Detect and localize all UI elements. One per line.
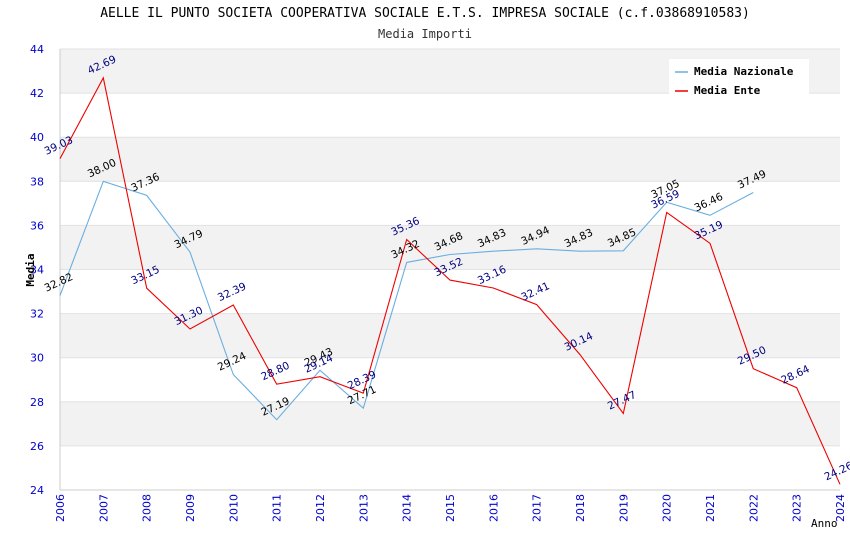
y-tick-label: 24: [30, 484, 44, 497]
data-label: 32.82: [43, 271, 75, 295]
x-tick-label: 2012: [314, 494, 327, 522]
y-axis-ticks: 24 26 28 30 32 34 36 38 40 42 44: [30, 43, 44, 497]
x-tick-label: 2023: [791, 494, 804, 522]
y-tick-label: 40: [30, 131, 44, 144]
x-tick-label: 2006: [54, 494, 67, 522]
y-tick-label: 32: [30, 308, 44, 321]
y-tick-label: 26: [30, 440, 44, 453]
x-tick-label: 2008: [141, 494, 154, 522]
x-tick-label: 2018: [574, 494, 587, 522]
x-tick-label: 2024: [834, 494, 847, 522]
data-label: 32.39: [216, 280, 248, 304]
x-tick-label: 2022: [747, 494, 760, 522]
x-tick-label: 2013: [357, 494, 370, 522]
y-tick-label: 34: [30, 264, 44, 277]
x-tick-label: 2020: [661, 494, 674, 522]
x-tick-label: 2019: [617, 494, 630, 522]
grid-band: [60, 137, 840, 182]
x-tick-label: 2016: [487, 494, 500, 522]
x-tick-label: 2017: [531, 494, 544, 522]
chart-title: AELLE IL PUNTO SOCIETA COOPERATIVA SOCIA…: [100, 6, 750, 21]
x-tick-label: 2015: [444, 494, 457, 522]
axes: [59, 49, 840, 491]
chart-subtitle: Media Importi: [378, 27, 472, 41]
series-line-media-ente: [59, 76, 841, 485]
x-tick-label: 2010: [227, 494, 240, 522]
data-label: 36.46: [693, 191, 726, 215]
legend: Media Nazionale Media Ente: [669, 59, 809, 99]
x-tick-label: 2014: [401, 494, 414, 522]
x-tick-label: 2011: [271, 494, 284, 522]
y-tick-label: 28: [30, 396, 44, 409]
y-tick-label: 42: [30, 87, 44, 100]
x-tick-label: 2021: [704, 494, 717, 522]
data-label: 24.26: [823, 460, 850, 484]
y-tick-label: 30: [30, 352, 44, 365]
data-label: 28.80: [259, 360, 291, 384]
grid-bands: [60, 48, 840, 491]
legend-label-media-nazionale: Media Nazionale: [694, 65, 794, 78]
data-label: 28.64: [779, 363, 812, 387]
x-axis-ticks: 2006 2007 2008 2009 2010 2011 2012 2013 2014 2015…: [54, 494, 847, 522]
y-tick-label: 36: [30, 219, 44, 232]
series-lines: [59, 76, 841, 485]
legend-label-media-ente: Media Ente: [694, 84, 761, 97]
x-axis-label: Anno: [811, 517, 838, 530]
series-line-media-nazionale: [59, 180, 754, 421]
data-label: 32.41: [519, 280, 551, 304]
grid-band: [60, 401, 840, 446]
y-axis-label: Media: [24, 253, 37, 286]
x-tick-label: 2009: [184, 494, 197, 522]
y-tick-label: 44: [30, 43, 44, 56]
grid-band: [60, 225, 840, 270]
grid-band: [60, 313, 840, 358]
y-tick-label: 38: [30, 175, 44, 188]
x-tick-label: 2007: [97, 494, 110, 522]
